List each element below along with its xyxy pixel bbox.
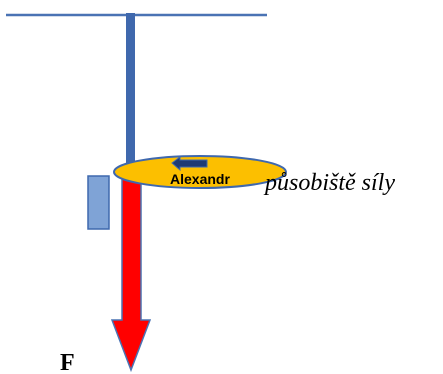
arrow-left-icon [171,156,208,172]
application-point-ellipse [113,155,287,189]
ellipse-name-text: Alexandr [170,171,230,187]
block [87,175,110,230]
hanging-string [126,13,135,173]
force-label: F [60,350,75,374]
force-arrow [110,171,152,373]
application-point-label: působiště síly [263,170,395,196]
